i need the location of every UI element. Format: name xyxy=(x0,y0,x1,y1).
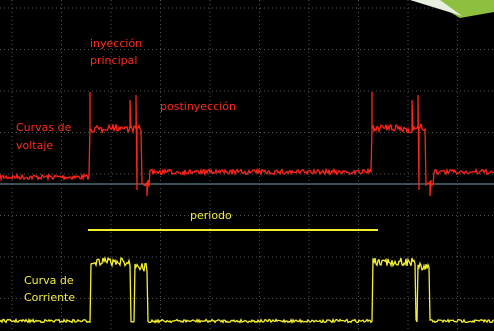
annotation: postinyección xyxy=(160,100,236,113)
background xyxy=(0,0,494,331)
annotation: Curva de xyxy=(24,274,74,287)
annotation: principal xyxy=(90,54,137,67)
oscilloscope-screen: inyección principal postinyección Curvas… xyxy=(0,0,494,331)
annotation: voltaje xyxy=(16,139,53,152)
annotation: periodo xyxy=(190,209,232,222)
annotation: Curvas de xyxy=(16,121,72,134)
annotation: inyección xyxy=(90,37,142,50)
annotation: Corriente xyxy=(24,291,75,304)
